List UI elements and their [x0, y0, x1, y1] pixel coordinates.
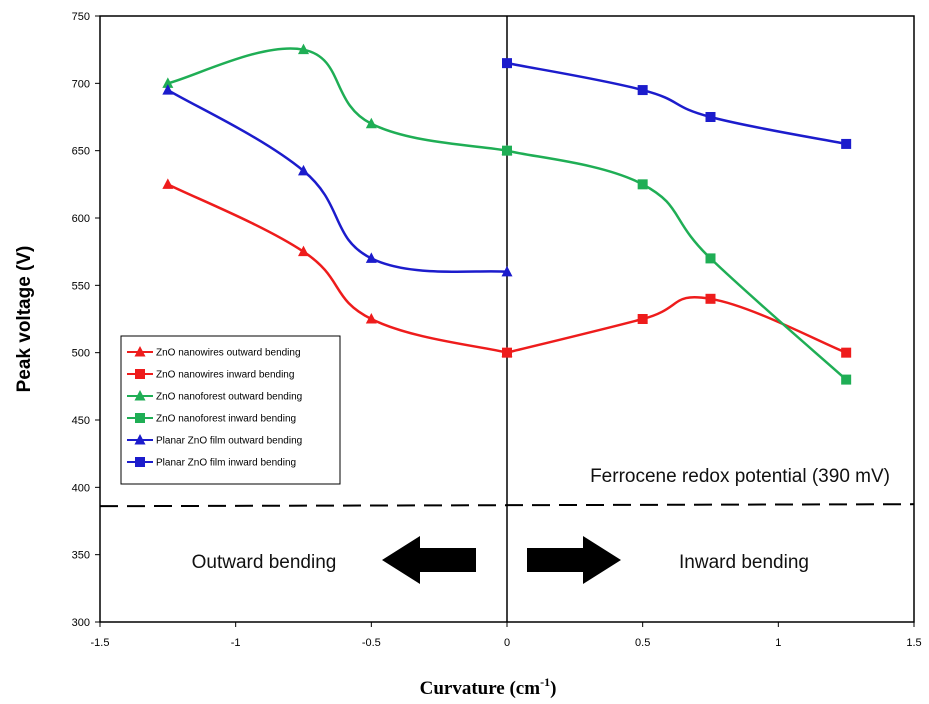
y-tick-label: 650 — [72, 146, 90, 158]
y-tick-label: 400 — [72, 482, 90, 494]
data-point — [841, 347, 852, 358]
data-point — [162, 77, 174, 88]
legend-swatch-marker — [135, 413, 145, 423]
series-3 — [502, 145, 852, 385]
x-tick-label: 0 — [504, 637, 510, 649]
series-line — [167, 88, 508, 274]
right-arrow-icon — [527, 536, 621, 584]
legend-item: ZnO nanowires inward bending — [127, 369, 294, 381]
data-point — [637, 85, 648, 96]
y-tick-label: 700 — [72, 78, 90, 90]
data-point — [841, 374, 852, 385]
series-2 — [162, 43, 513, 156]
y-axis-title: Peak voltage (V) — [14, 246, 35, 393]
x-tick-label: 1 — [775, 637, 781, 649]
x-axis: -1.5 -1 -0.5 0 0.5 1 1.5 — [91, 622, 922, 649]
data-point — [298, 43, 309, 55]
inward-bending-label: Inward bending — [679, 552, 809, 573]
legend-swatch-marker — [134, 390, 146, 401]
y-tick-label: 600 — [72, 213, 90, 225]
legend-swatch-marker — [134, 434, 146, 445]
data-point — [502, 58, 512, 69]
series-1 — [502, 293, 852, 358]
y-axis: 300 350 400 450 500 550 600 650 700 750 — [72, 11, 100, 629]
legend-item: ZnO nanoforest outward bending — [127, 390, 302, 403]
data-point — [298, 245, 309, 257]
data-point — [705, 112, 716, 122]
data-point — [502, 145, 512, 156]
series-5 — [502, 58, 852, 149]
x-axis-title-sup: -1 — [540, 675, 550, 689]
x-tick-label: 0.5 — [635, 637, 650, 649]
series-line — [506, 149, 847, 381]
data-point — [298, 164, 309, 176]
data-point — [365, 117, 377, 129]
data-point — [501, 265, 513, 277]
series-layer — [162, 43, 852, 385]
data-point — [637, 179, 648, 190]
y-tick-label: 300 — [72, 617, 90, 629]
y-tick-label: 350 — [72, 550, 90, 562]
y-tick-label: 500 — [72, 348, 90, 360]
data-point — [705, 293, 716, 304]
y-tick-label: 750 — [72, 11, 90, 23]
x-tick-label: -0.5 — [362, 637, 381, 649]
series-line — [167, 47, 508, 152]
legend-label: ZnO nanoforest outward bending — [156, 392, 302, 403]
data-point — [502, 347, 512, 358]
legend-item: ZnO nanowires outward bending — [127, 346, 301, 359]
series-line — [506, 295, 847, 354]
x-tick-label: -1.5 — [91, 637, 110, 649]
legend-label: ZnO nanowires outward bending — [156, 348, 301, 359]
data-point — [841, 138, 852, 149]
y-tick-label: 450 — [72, 415, 90, 427]
legend-item: Planar ZnO film outward bending — [127, 434, 302, 447]
series-4 — [162, 84, 513, 277]
data-point — [365, 252, 377, 263]
series-0 — [162, 178, 513, 358]
legend-label: ZnO nanowires inward bending — [156, 370, 294, 381]
left-arrow-icon — [382, 536, 476, 584]
legend-box — [120, 335, 341, 485]
data-point — [637, 314, 648, 324]
legend-item: ZnO nanoforest inward bending — [127, 413, 296, 425]
series-line — [167, 183, 508, 354]
ferrocene-reference-line — [99, 503, 915, 508]
legend-item: Planar ZnO film inward bending — [127, 457, 296, 469]
x-axis-title: Curvature (cm-1) — [420, 675, 557, 699]
data-point — [705, 253, 716, 264]
legend-label: ZnO nanoforest inward bending — [156, 414, 296, 425]
x-axis-title-tail: ) — [550, 678, 556, 699]
legend-label: Planar ZnO film inward bending — [156, 458, 296, 469]
y-tick-label: 550 — [72, 280, 90, 292]
legend-label: Planar ZnO film outward bending — [156, 436, 302, 447]
series-line — [506, 61, 847, 146]
legend: ZnO nanowires outward bending ZnO nanowir… — [120, 335, 341, 485]
data-point — [365, 313, 377, 324]
x-tick-label: 1.5 — [906, 637, 921, 649]
x-axis-title-main: Curvature (cm — [420, 678, 541, 699]
x-tick-label: -1 — [231, 637, 241, 649]
ferrocene-reference-label: Ferrocene redox potential (390 mV) — [590, 466, 890, 487]
outward-bending-label: Outward bending — [192, 552, 337, 573]
legend-swatch-marker — [135, 457, 145, 467]
data-point — [162, 84, 174, 95]
data-point — [162, 178, 174, 189]
legend-swatch-marker — [134, 346, 146, 357]
legend-swatch-marker — [135, 369, 145, 379]
